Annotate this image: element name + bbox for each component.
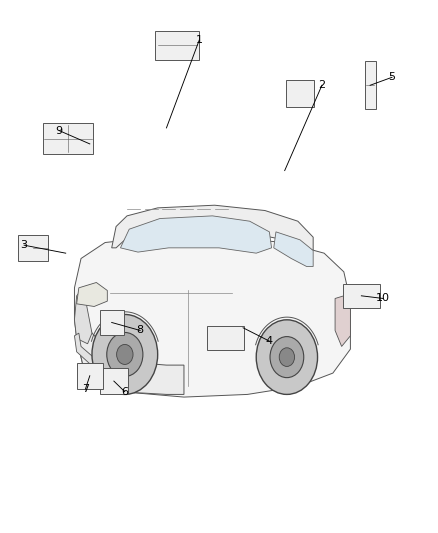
Text: 3: 3	[21, 240, 28, 250]
FancyBboxPatch shape	[364, 61, 376, 109]
Text: 5: 5	[389, 72, 396, 82]
Circle shape	[270, 337, 304, 377]
FancyBboxPatch shape	[42, 123, 93, 154]
Polygon shape	[120, 216, 272, 253]
Text: 1: 1	[196, 35, 203, 45]
FancyBboxPatch shape	[100, 310, 124, 335]
Polygon shape	[74, 288, 92, 344]
Text: 10: 10	[376, 294, 390, 303]
Text: 6: 6	[121, 387, 128, 397]
Polygon shape	[74, 333, 125, 376]
FancyBboxPatch shape	[286, 80, 314, 107]
FancyBboxPatch shape	[100, 368, 128, 394]
Polygon shape	[112, 205, 313, 251]
FancyBboxPatch shape	[155, 30, 199, 60]
Polygon shape	[77, 282, 107, 306]
Circle shape	[117, 344, 133, 365]
Circle shape	[92, 314, 158, 394]
FancyBboxPatch shape	[207, 326, 244, 351]
Text: 4: 4	[266, 336, 273, 346]
Circle shape	[256, 320, 318, 394]
Text: 9: 9	[56, 126, 63, 135]
Text: 8: 8	[137, 326, 144, 335]
Circle shape	[279, 348, 294, 367]
FancyBboxPatch shape	[77, 363, 103, 389]
Circle shape	[107, 333, 143, 376]
FancyBboxPatch shape	[18, 235, 48, 261]
Polygon shape	[74, 237, 350, 397]
Polygon shape	[77, 317, 184, 394]
Polygon shape	[335, 296, 350, 346]
FancyBboxPatch shape	[343, 284, 380, 308]
Text: 2: 2	[318, 80, 325, 90]
Text: 7: 7	[82, 384, 89, 394]
Polygon shape	[274, 232, 313, 266]
